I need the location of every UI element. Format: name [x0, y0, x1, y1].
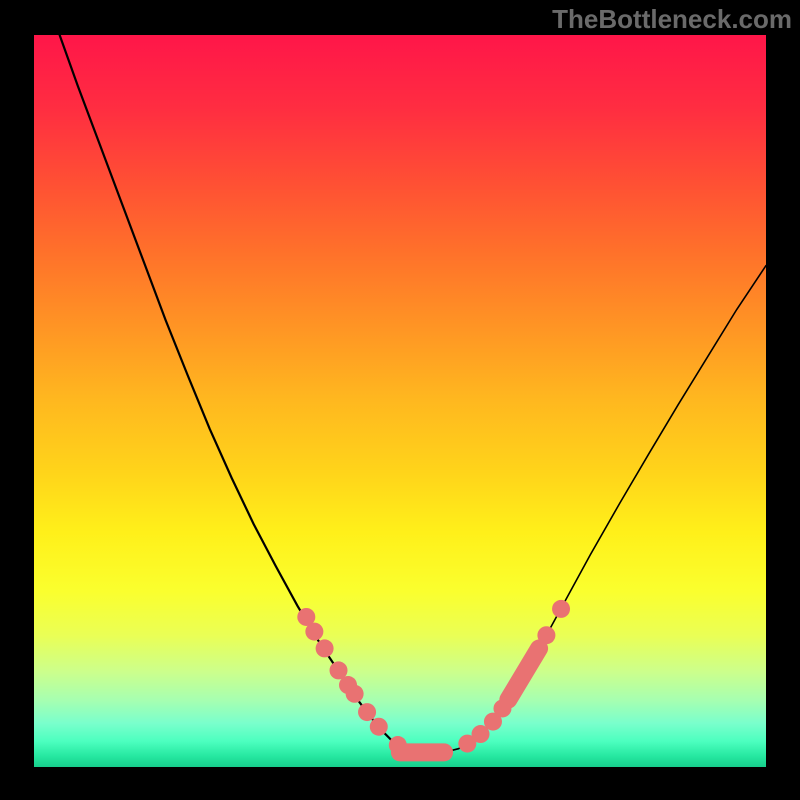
plot-background	[34, 35, 766, 767]
marker-dot	[552, 600, 570, 618]
marker-dot	[297, 608, 315, 626]
chart-container: TheBottleneck.com	[0, 0, 800, 800]
marker-dot	[358, 703, 376, 721]
marker-dot	[316, 639, 334, 657]
marker-dot	[537, 626, 555, 644]
marker-dot	[370, 718, 388, 736]
watermark-text: TheBottleneck.com	[552, 4, 792, 34]
marker-dot	[330, 661, 348, 679]
bottleneck-curve-chart: TheBottleneck.com	[0, 0, 800, 800]
marker-dot	[389, 736, 407, 754]
